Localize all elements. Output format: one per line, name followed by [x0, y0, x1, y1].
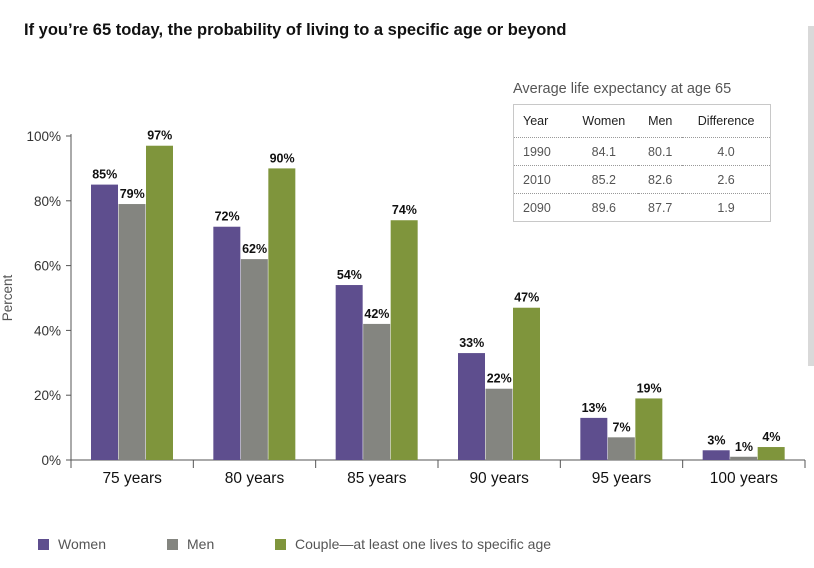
table-cell: 2010: [514, 165, 570, 194]
legend-swatch: [167, 538, 178, 550]
legend-label: Men: [187, 536, 215, 552]
table-row: 1990 84.1 80.1 4.0: [514, 137, 770, 166]
bar: [730, 456, 758, 460]
bar: [146, 145, 173, 460]
legend-label: Couple—at least one lives to specific ag…: [295, 536, 552, 552]
bar: [91, 184, 118, 460]
bar: [268, 168, 296, 460]
bar: [213, 226, 241, 460]
data-label: 3%: [707, 433, 725, 447]
bar: [702, 450, 730, 460]
bar: [513, 307, 540, 460]
x-tick-label: 75 years: [102, 470, 162, 487]
table-header-cell: Women: [582, 114, 626, 128]
data-label: 33%: [459, 336, 484, 350]
x-tick-label: 90 years: [469, 470, 529, 487]
data-label: 1%: [735, 440, 753, 454]
data-label: 62%: [242, 242, 267, 256]
table-cell: 1990: [514, 137, 570, 166]
table-cell: 80.1: [638, 137, 683, 166]
y-tick-label: 60%: [34, 259, 61, 274]
table-cell: 87.7: [638, 193, 683, 221]
legend-item: Couple—at least one lives to specific ag…: [275, 536, 551, 552]
legend-label: Women: [58, 536, 106, 552]
bar: [607, 437, 635, 460]
legend-swatch: [275, 538, 286, 550]
x-tick-label: 80 years: [225, 470, 285, 487]
bar: [240, 259, 268, 460]
table-cell: 2090: [514, 193, 570, 221]
data-label: 72%: [215, 210, 240, 224]
y-tick-label: 100%: [26, 129, 61, 144]
y-tick-label: 0%: [41, 453, 61, 468]
bar: [485, 388, 513, 460]
bar: [458, 353, 485, 460]
table-cell: 2.6: [682, 165, 770, 194]
legend-swatch: [38, 538, 49, 550]
inset-table-title: Average life expectancy at age 65: [513, 81, 732, 97]
bar: [118, 204, 146, 460]
legend-item: Men: [167, 536, 214, 552]
data-label: 22%: [487, 372, 512, 386]
data-label: 85%: [92, 168, 117, 182]
table-header-row: Year Women Men Difference: [514, 105, 770, 138]
bar: [757, 447, 785, 460]
table-cell: 4.0: [682, 137, 770, 166]
data-label: 47%: [514, 291, 539, 305]
bar: [580, 417, 608, 460]
data-label: 7%: [613, 420, 631, 434]
table-header-cell: Year: [523, 114, 549, 128]
table-cell: 82.6: [638, 165, 683, 194]
table-cell: 89.6: [569, 193, 639, 221]
data-label: 19%: [637, 381, 662, 395]
y-tick-label: 20%: [34, 388, 61, 403]
data-label: 79%: [120, 187, 145, 201]
data-label: 90%: [270, 151, 295, 165]
bar: [390, 220, 418, 460]
x-tick-label: 95 years: [592, 470, 652, 487]
data-label: 42%: [364, 307, 389, 321]
table-cell: 84.1: [569, 137, 639, 166]
scrollbar[interactable]: [808, 26, 814, 366]
data-label: 74%: [392, 203, 417, 217]
life-expectancy-table: Year Women Men Difference 1990 84.1 80.1 4.0 20…: [513, 104, 771, 222]
bar: [635, 398, 663, 460]
x-tick-label: 85 years: [347, 470, 407, 487]
table-cell: 85.2: [569, 165, 639, 194]
table-header-cell: Men: [648, 114, 673, 128]
table-header-cell: Difference: [697, 114, 755, 128]
table-row: 2090 89.6 87.7 1.9: [514, 193, 770, 221]
legend-item: Women: [38, 536, 106, 552]
data-label: 4%: [762, 430, 780, 444]
x-tick-label: 100 years: [710, 470, 778, 487]
table-cell: 1.9: [682, 193, 770, 221]
y-tick-label: 80%: [34, 194, 61, 209]
bar: [363, 323, 391, 460]
data-label: 54%: [337, 268, 362, 282]
data-label: 13%: [582, 401, 607, 415]
data-label: 97%: [147, 129, 172, 143]
chart-title: If you’re 65 today, the probability of l…: [24, 21, 567, 39]
table-row: 2010 85.2 82.6 2.6: [514, 165, 770, 194]
y-tick-label: 40%: [34, 323, 61, 338]
y-axis-label: Percent: [0, 274, 15, 321]
bar: [335, 285, 363, 460]
